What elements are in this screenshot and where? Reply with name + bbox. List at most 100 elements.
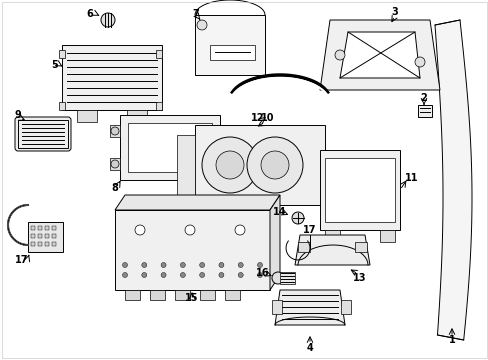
Bar (59, 102, 65, 110)
Polygon shape (209, 45, 254, 60)
Text: 2: 2 (420, 93, 427, 103)
Bar (45, 242, 49, 246)
Circle shape (184, 225, 195, 235)
Bar (200, 290, 215, 300)
Text: 8: 8 (111, 183, 118, 193)
Circle shape (111, 160, 119, 168)
Bar (271, 300, 282, 314)
Bar (354, 242, 366, 252)
Text: 16: 16 (256, 268, 269, 278)
Bar (417, 105, 431, 117)
Circle shape (101, 13, 115, 27)
Bar (127, 110, 147, 122)
Circle shape (219, 262, 224, 267)
Circle shape (271, 272, 284, 284)
Polygon shape (274, 290, 345, 325)
Polygon shape (195, 15, 264, 75)
Bar (280, 272, 294, 284)
Bar (297, 242, 309, 252)
Circle shape (180, 273, 185, 278)
Text: 5: 5 (52, 60, 58, 70)
Bar (379, 230, 394, 242)
Bar (156, 102, 162, 110)
Bar (52, 234, 56, 238)
Text: 1: 1 (447, 335, 454, 345)
Polygon shape (434, 20, 471, 340)
Bar (38, 242, 42, 246)
Circle shape (235, 225, 244, 235)
Circle shape (238, 262, 243, 267)
Text: 3: 3 (391, 7, 398, 17)
Bar (52, 226, 56, 230)
Polygon shape (339, 32, 419, 78)
Circle shape (216, 151, 244, 179)
Bar (31, 226, 35, 230)
Circle shape (261, 151, 288, 179)
Text: 4: 4 (306, 343, 313, 353)
Bar (224, 290, 240, 300)
Circle shape (202, 137, 258, 193)
Circle shape (161, 262, 166, 267)
Bar (128, 123, 212, 172)
Text: 17: 17 (15, 255, 29, 265)
Text: 9: 9 (15, 110, 21, 120)
Text: 13: 13 (352, 273, 366, 283)
Circle shape (199, 262, 204, 267)
Bar (59, 50, 65, 58)
Circle shape (122, 273, 127, 278)
Polygon shape (294, 235, 369, 265)
Circle shape (257, 262, 262, 267)
Polygon shape (115, 195, 280, 210)
Circle shape (291, 212, 304, 224)
Bar (28, 222, 63, 252)
Polygon shape (18, 120, 68, 148)
Bar (340, 300, 350, 314)
Bar (175, 290, 190, 300)
Bar (156, 50, 162, 58)
Circle shape (197, 20, 206, 30)
Bar (45, 234, 49, 238)
Circle shape (142, 262, 146, 267)
Circle shape (111, 127, 119, 135)
Bar (45, 226, 49, 230)
Circle shape (122, 262, 127, 267)
Circle shape (219, 273, 224, 278)
Circle shape (180, 262, 185, 267)
Bar (31, 234, 35, 238)
Circle shape (142, 273, 146, 278)
Bar (38, 234, 42, 238)
Circle shape (238, 273, 243, 278)
Text: 14: 14 (273, 207, 286, 217)
Circle shape (199, 273, 204, 278)
Bar (120, 115, 220, 180)
Polygon shape (269, 195, 280, 290)
Polygon shape (325, 158, 394, 222)
Text: 12: 12 (251, 113, 264, 123)
Text: 17: 17 (303, 225, 316, 235)
Bar (325, 230, 339, 242)
Bar (110, 158, 120, 170)
Text: 7: 7 (192, 9, 199, 19)
Circle shape (135, 225, 145, 235)
Bar (31, 242, 35, 246)
Text: 6: 6 (86, 9, 93, 19)
Polygon shape (319, 20, 439, 90)
Circle shape (161, 273, 166, 278)
Bar (195, 125, 325, 205)
FancyBboxPatch shape (15, 117, 71, 151)
Bar (115, 210, 269, 290)
Circle shape (414, 57, 424, 67)
Bar (52, 242, 56, 246)
Bar (38, 226, 42, 230)
Circle shape (257, 273, 262, 278)
Bar (110, 125, 120, 137)
Text: 15: 15 (185, 293, 198, 303)
Text: 11: 11 (405, 173, 418, 183)
Circle shape (246, 137, 303, 193)
Bar (319, 150, 399, 230)
Circle shape (334, 50, 345, 60)
Bar (125, 290, 140, 300)
Bar (150, 290, 164, 300)
Bar (77, 110, 97, 122)
Bar (177, 135, 195, 195)
